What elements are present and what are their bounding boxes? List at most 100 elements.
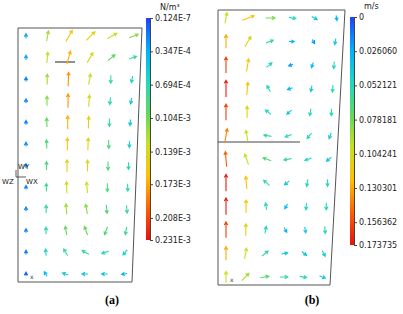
- vector-arrow: [246, 59, 249, 71]
- vector-arrow: [225, 129, 229, 143]
- tick-label: 0.173735: [359, 241, 397, 250]
- tick: 0.052121: [354, 81, 397, 90]
- vector-arrow: [285, 204, 288, 209]
- vector-arrow: [85, 182, 88, 193]
- vector-arrow: [264, 180, 270, 185]
- vector-arrow: [287, 87, 292, 90]
- vector-arrow: [310, 86, 313, 92]
- tick: 0.156362: [354, 218, 397, 227]
- vector-arrow: [285, 134, 292, 137]
- vector-arrow: [127, 162, 130, 169]
- tick-label: 0.208E-3: [155, 214, 191, 223]
- tick-label: 0.026060: [359, 47, 397, 56]
- vector-arrow: [245, 106, 248, 118]
- vector-arrow: [64, 249, 68, 256]
- vector-arrow: [304, 227, 307, 233]
- vector-arrow: [24, 77, 27, 81]
- vector-arrow: [260, 275, 269, 278]
- tick: 0.139E-3: [150, 148, 191, 157]
- vector-arrow: [266, 40, 273, 43]
- tick-label: 0.130301: [359, 184, 397, 193]
- vector-arrow: [24, 207, 27, 211]
- vector-arrow: [87, 117, 90, 129]
- tick: 0.130301: [354, 184, 397, 193]
- tick: 0: [354, 13, 364, 22]
- vector-arrow: [224, 222, 227, 238]
- vector-arrow: [224, 80, 227, 97]
- vector-arrow: [305, 203, 308, 210]
- vector-arrow: [246, 82, 249, 95]
- vector-arrow: [266, 16, 275, 19]
- vector-arrow: [46, 74, 49, 84]
- tick-mark: [354, 245, 357, 246]
- vector-arrow: [86, 138, 89, 150]
- vector-arrow: [129, 98, 132, 104]
- vector-arrow: [65, 182, 68, 193]
- tick-label: 0.694E-4: [155, 81, 191, 90]
- vector-arrow: [67, 51, 71, 64]
- vector-arrow: [326, 157, 331, 161]
- vector-arrow: [108, 119, 111, 127]
- vector-arrow: [45, 96, 48, 106]
- vector-arrow: [129, 120, 132, 126]
- triad-lines: [16, 170, 26, 177]
- vector-arrow: [224, 35, 227, 48]
- vector-arrow: [108, 55, 115, 61]
- figure: 0.124E-70.347E-40.694E-40.104E-30.139E-3…: [0, 0, 403, 314]
- vector-arrow: [224, 247, 227, 260]
- vector-arrow: [289, 40, 294, 43]
- vector-arrow: [86, 160, 89, 171]
- vector-arrow: [102, 272, 108, 275]
- vector-arrow: [224, 198, 227, 215]
- vector-arrow: [45, 184, 48, 192]
- tick-label: 0.104241: [359, 150, 397, 159]
- vector-arrow: [244, 224, 247, 236]
- tick-mark: [150, 184, 153, 185]
- vector-arrow: [287, 110, 292, 114]
- colorbar-gradient: [350, 17, 354, 245]
- vector-arrow: [224, 152, 227, 167]
- vector-arrow: [289, 63, 293, 66]
- tick-mark: [150, 118, 153, 119]
- vector-arrow: [306, 179, 309, 186]
- vector-arrow: [305, 158, 312, 161]
- vector-arrow: [66, 138, 69, 151]
- vector-arrow: [284, 228, 287, 233]
- vector-arrow: [44, 249, 47, 256]
- vector-arrow: [130, 76, 133, 83]
- vector-arrow: [45, 118, 48, 127]
- colorbar-unit: N/m³: [160, 3, 180, 12]
- vector-arrow: [320, 275, 326, 278]
- triad-label: WZ: [2, 178, 14, 186]
- tick-mark: [150, 240, 153, 241]
- vector-arrow: [244, 248, 247, 259]
- triad-label: WY: [18, 163, 30, 171]
- vector-arrow: [224, 104, 227, 120]
- vector-arrow: [24, 229, 27, 233]
- panel-label: (a): [105, 293, 119, 307]
- vector-arrow: [267, 86, 271, 92]
- vector-arrow: [44, 227, 47, 234]
- vector-arrow: [66, 31, 72, 42]
- tick-label: 0.347E-4: [155, 47, 191, 56]
- vector-arrow: [123, 250, 127, 255]
- vector-arrow: [300, 275, 307, 278]
- baffle: [55, 61, 75, 62]
- corner-label: x: [230, 276, 234, 283]
- panel-label: (b): [305, 293, 320, 307]
- tick-mark: [150, 51, 153, 52]
- vector-arrow: [82, 272, 88, 275]
- tick-mark: [150, 18, 153, 19]
- vector-arrow: [311, 63, 314, 68]
- vector-arrow: [265, 110, 270, 115]
- tick: 0.078181: [354, 116, 397, 125]
- vector-arrow: [322, 251, 325, 256]
- colorbar-axis-line: [355, 18, 358, 246]
- baffle: [218, 141, 300, 142]
- vectors: [224, 13, 338, 283]
- vector-arrow: [88, 74, 91, 85]
- vector-arrow: [44, 272, 47, 277]
- axis-triad: WYWZWX: [2, 163, 38, 186]
- vector-arrow: [24, 34, 27, 39]
- tick-mark: [354, 17, 357, 18]
